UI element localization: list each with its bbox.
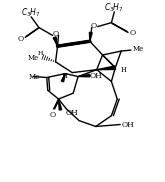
Polygon shape [61, 74, 65, 82]
Text: $C_3H_7$: $C_3H_7$ [21, 7, 41, 19]
Polygon shape [53, 37, 58, 46]
Text: H: H [62, 72, 67, 80]
Text: Me: Me [133, 45, 144, 53]
Text: O: O [50, 111, 56, 119]
Text: O: O [130, 29, 136, 37]
Text: Me: Me [29, 73, 40, 80]
Text: O: O [17, 35, 23, 43]
Text: Me: Me [28, 54, 39, 62]
Text: OH: OH [90, 72, 103, 80]
Text: OH: OH [65, 109, 78, 117]
Polygon shape [59, 99, 62, 110]
Text: OH: OH [121, 122, 134, 129]
Text: O: O [91, 22, 97, 30]
Polygon shape [97, 66, 116, 70]
Text: H: H [37, 51, 43, 56]
Polygon shape [78, 74, 90, 77]
Text: $C_3H_7$: $C_3H_7$ [104, 2, 124, 14]
Text: H: H [120, 66, 126, 74]
Text: O: O [52, 30, 59, 38]
Polygon shape [89, 32, 92, 41]
